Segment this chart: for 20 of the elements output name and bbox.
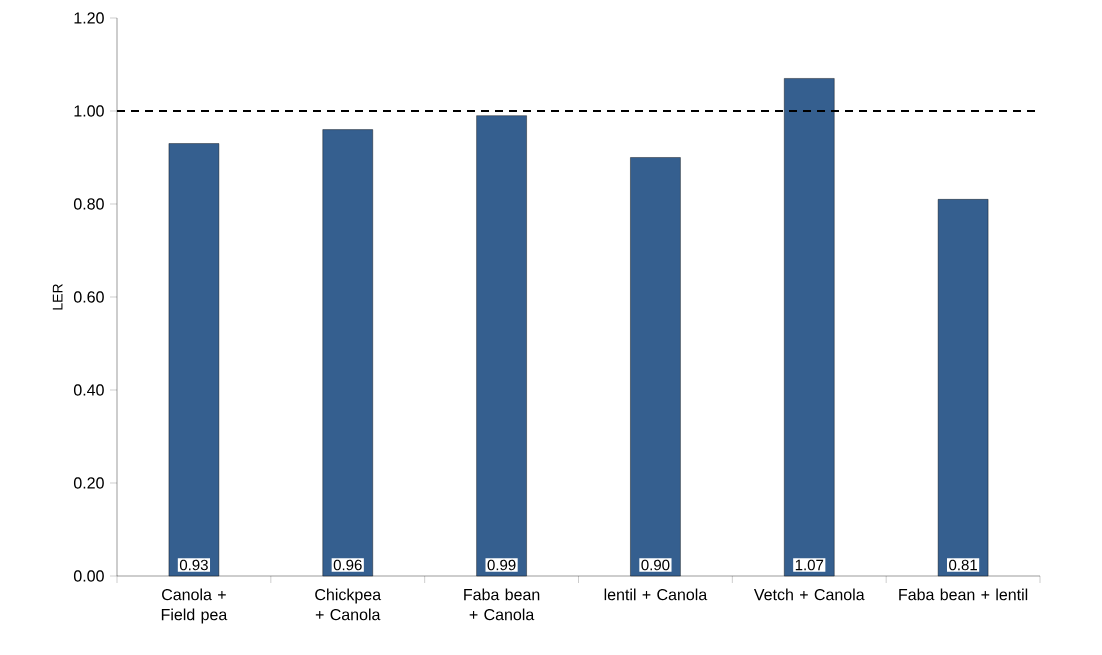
x-tick-label: Vetch + Canola xyxy=(753,588,865,601)
x-tick-label: lentil + Canola xyxy=(604,588,708,601)
x-tick-label: Canola + Field pea xyxy=(161,588,228,624)
y-tick-label: 0.80 xyxy=(73,198,104,210)
data-label: 0.99 xyxy=(487,559,516,571)
y-tick-label: 0.40 xyxy=(73,384,104,396)
data-label: 0.81 xyxy=(949,559,977,571)
y-axis-title: LER xyxy=(52,284,63,310)
x-tick-label: Faba bean + Canola xyxy=(464,588,540,621)
y-tick-label: 0.20 xyxy=(73,477,104,489)
data-label: 0.93 xyxy=(179,559,208,571)
data-label: 0.90 xyxy=(641,559,670,571)
y-tick-label: 1.20 xyxy=(74,12,104,24)
y-tick-label: 0.60 xyxy=(73,291,104,303)
data-label: 1.07 xyxy=(795,559,824,571)
x-tick-label: Faba bean + lentil xyxy=(899,588,1028,601)
y-tick-label: 0.00 xyxy=(73,570,104,582)
data-label: 0.96 xyxy=(333,559,362,571)
x-tick-label: Chickpea + Canola xyxy=(315,588,382,621)
y-tick-label: 1.00 xyxy=(74,105,104,117)
